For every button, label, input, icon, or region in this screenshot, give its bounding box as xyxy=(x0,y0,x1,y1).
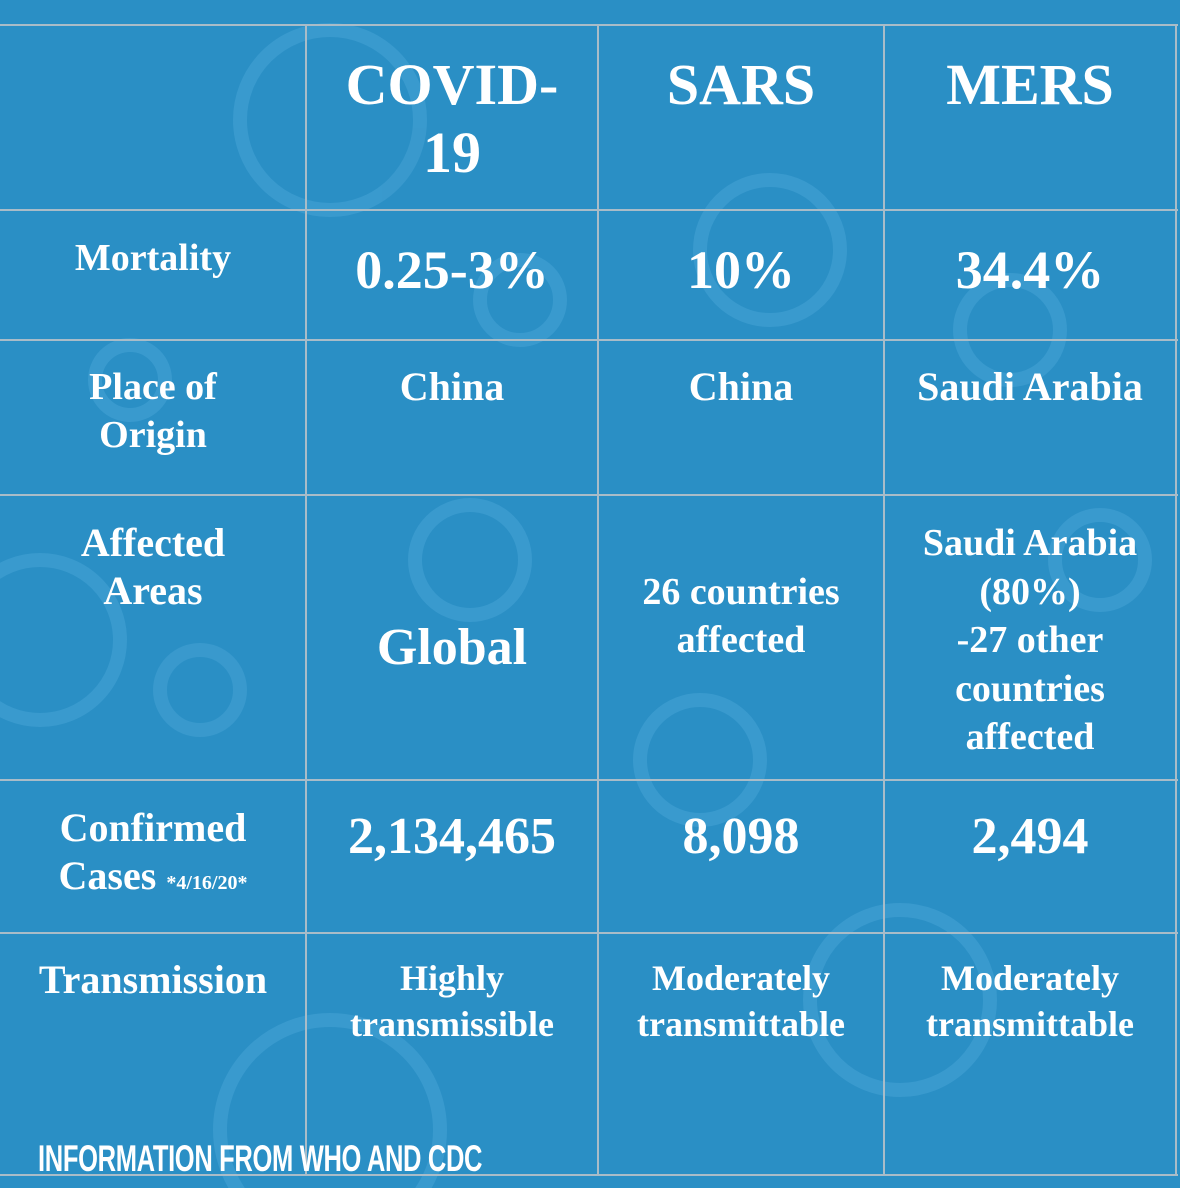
column-header: SARS xyxy=(598,25,884,210)
cell-value: Saudi Arabia (80%) -27 other countries affec… xyxy=(884,495,1176,780)
cell-text: Place of xyxy=(89,366,217,408)
row-label: Mortality xyxy=(0,210,306,340)
cell-text: countries xyxy=(955,667,1105,710)
cell-text: Areas xyxy=(103,568,203,613)
column-header: MERS xyxy=(884,25,1176,210)
cell-text: MERS xyxy=(946,52,1114,117)
grid-line xyxy=(0,494,1178,496)
grid-line xyxy=(883,24,885,1176)
cell-text: transmittable xyxy=(926,1004,1134,1044)
cell-value: 26 countries affected xyxy=(598,495,884,780)
grid-line xyxy=(0,932,1178,934)
cell-text: Cases *4/16/20* xyxy=(0,852,306,907)
cell-text: Transmission xyxy=(38,957,268,1002)
cell-text: -27 other xyxy=(956,619,1104,661)
cell-text: Affected xyxy=(80,520,226,565)
grid-line xyxy=(0,779,1178,781)
cell-text: 2,494 xyxy=(971,808,1089,865)
cell-value: China xyxy=(598,340,884,495)
row-label-text: Cases xyxy=(58,853,157,898)
column-header: COVID- 19 xyxy=(306,25,598,210)
cell-text: Highly xyxy=(399,958,505,998)
grid-line xyxy=(0,24,1178,26)
cell-text: Saudi Arabia xyxy=(922,522,1138,564)
source-note: INFORMATION FROM WHO AND CDC xyxy=(38,1138,483,1179)
grid-line xyxy=(0,1174,1178,1176)
cell-value: Moderately transmittable xyxy=(884,933,1176,1175)
cell-text: 26 countries xyxy=(642,571,840,613)
row-label: Confirmed Cases *4/16/20* xyxy=(0,780,306,933)
row-label: Transmission xyxy=(0,933,306,1175)
grid-line xyxy=(305,24,307,1176)
row-label: Affected Areas xyxy=(0,495,306,780)
cell-value: 10% xyxy=(598,210,884,340)
cell-value: 34.4% xyxy=(884,210,1176,340)
row-label: Place of Origin xyxy=(0,340,306,495)
cell-text: 10% xyxy=(687,240,795,300)
cell-text: SARS xyxy=(666,52,816,117)
cell-text: Global xyxy=(376,619,528,676)
cell-text: Moderately xyxy=(652,958,830,998)
grid-line xyxy=(597,24,599,1176)
grid-line xyxy=(0,339,1178,341)
cell-value: Highly transmissible xyxy=(306,933,598,1175)
cell-value: 8,098 xyxy=(598,780,884,933)
cell-text: COVID- xyxy=(345,52,559,117)
background xyxy=(0,0,1180,1188)
cell-text: Saudi Arabia xyxy=(917,364,1143,409)
cell-text: Confirmed xyxy=(59,805,247,850)
cell-text: 0.25-3% xyxy=(355,240,549,300)
cell-text: China xyxy=(399,364,505,409)
cell-text: 34.4% xyxy=(955,240,1105,300)
cell-text: transmissible xyxy=(349,1004,554,1044)
cell-text: 2,134,465 xyxy=(348,808,556,865)
cell-value: 0.25-3% xyxy=(306,210,598,340)
date-note: *4/16/20* xyxy=(166,872,248,894)
grid-line xyxy=(1175,24,1177,1176)
virus-pattern xyxy=(0,23,1152,1188)
cell-text: affected xyxy=(965,716,1095,758)
cell-text: China xyxy=(688,364,794,409)
cell-text: Mortality xyxy=(74,237,232,279)
cell-text: 8,098 xyxy=(682,808,800,865)
cell-value: China xyxy=(306,340,598,495)
cell-value: Moderately transmittable xyxy=(598,933,884,1175)
cell-text: Origin xyxy=(99,414,207,456)
cell-value: 2,134,465 xyxy=(306,780,598,933)
cell-value: Saudi Arabia xyxy=(884,340,1176,495)
cell-text: 19 xyxy=(423,120,481,185)
cell-value: Global xyxy=(306,495,598,780)
cell-value: 2,494 xyxy=(884,780,1176,933)
cell-text: Moderately xyxy=(941,958,1119,998)
cell-text: (80%) xyxy=(979,570,1081,613)
cell-text: transmittable xyxy=(637,1004,845,1044)
grid-line xyxy=(0,209,1178,211)
cell-text: affected xyxy=(676,619,806,661)
